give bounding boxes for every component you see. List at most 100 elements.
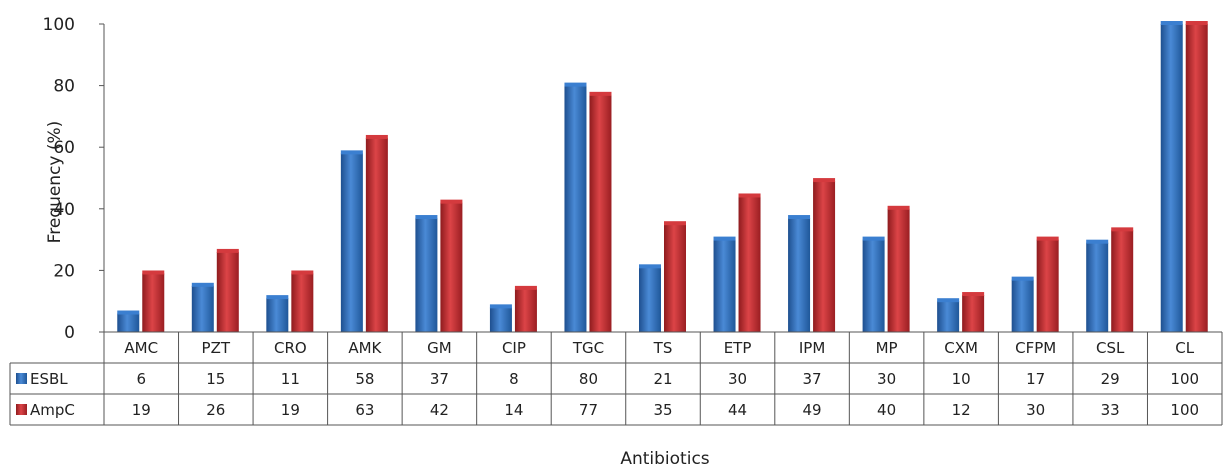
y-tick-label: 0 [64,323,75,343]
bar-top-ampc-etp [738,193,761,198]
legend-swatch-ampc [16,404,27,415]
data-label: 12 [952,401,971,419]
category-label: IPM [799,339,825,357]
bar-ampc-pzt [216,251,239,332]
bar-ampc-cfpm [1036,239,1059,332]
bar-ampc-cl [1185,24,1208,332]
bar-ampc-amc [142,273,165,332]
data-label: 40 [877,401,896,419]
bar-top-ampc-ipm [813,178,836,183]
y-tick-label: 60 [53,138,75,158]
legend-label-esbl: ESBL [30,370,68,388]
category-label: TS [653,339,673,357]
bar-top-ampc-cfpm [1036,236,1059,241]
category-label: CFPM [1015,339,1056,357]
bar-ampc-ipm [813,181,836,332]
bar-esbl-csl [1086,242,1109,332]
category-label: CSL [1096,339,1125,357]
data-label: 49 [803,401,822,419]
bar-ampc-cro [291,273,314,332]
data-label: 11 [281,370,300,388]
bar-top-esbl-etp [713,236,736,241]
bar-ampc-tgc [589,94,612,332]
category-label: CXM [944,339,978,357]
bar-top-esbl-amk [340,150,363,155]
category-label: TGC [572,339,604,357]
bar-top-ampc-amc [142,270,165,275]
data-label: 77 [579,401,598,419]
y-tick-label: 100 [43,15,75,35]
bar-top-esbl-tgc [564,82,587,87]
bar-top-ampc-cip [514,285,537,290]
data-label: 10 [952,370,971,388]
data-label: 100 [1170,370,1199,388]
bars [117,21,1208,332]
bar-top-ampc-ts [664,221,686,226]
data-label: 30 [877,370,896,388]
legend-swatch-esbl [16,373,27,384]
bar-ampc-etp [738,196,761,332]
y-tick-label: 40 [53,200,75,220]
category-label: AMC [124,339,158,357]
data-label: 6 [136,370,146,388]
bar-top-esbl-cxm [937,298,960,303]
bar-top-ampc-amk [365,134,388,139]
data-label: 80 [579,370,598,388]
bar-esbl-etp [713,239,736,332]
bar-esbl-ts [639,267,661,332]
bar-top-esbl-ts [639,264,661,269]
bar-top-ampc-cro [291,270,314,275]
data-label: 30 [728,370,747,388]
bar-top-ampc-csl [1111,227,1134,232]
bar-top-esbl-csl [1086,239,1109,244]
bar-esbl-amk [340,153,363,332]
bar-esbl-cro [266,298,289,332]
bar-ampc-gm [440,202,463,332]
data-label: 8 [509,370,519,388]
bar-esbl-cfpm [1011,279,1034,332]
bar-top-ampc-gm [440,199,463,204]
data-label: 44 [728,401,747,419]
data-label: 37 [803,370,822,388]
bar-top-esbl-mp [862,236,885,241]
y-axis: 0 20 40 60 80 100 [43,15,105,343]
data-label: 42 [430,401,449,419]
data-label: 100 [1170,401,1199,419]
bar-esbl-pzt [191,285,214,332]
bar-ampc-csl [1111,230,1134,332]
bar-esbl-gm [415,218,438,332]
data-label: 29 [1101,370,1120,388]
bar-top-esbl-gm [415,215,438,220]
data-label: 63 [355,401,374,419]
data-label: 15 [206,370,225,388]
bar-top-esbl-ipm [788,215,811,220]
bar-esbl-tgc [564,85,587,332]
legend-label-ampc: AmpC [30,401,75,419]
category-label: MP [876,339,898,357]
bar-top-ampc-pzt [216,248,239,253]
bar-ampc-amk [365,137,388,332]
bar-top-ampc-mp [887,205,910,210]
data-label: 17 [1026,370,1045,388]
bar-esbl-cl [1160,24,1183,332]
bar-top-ampc-cl [1185,21,1208,25]
data-label: 33 [1101,401,1120,419]
category-label: PZT [202,339,231,357]
bar-top-ampc-tgc [589,91,612,96]
category-label: AMK [348,339,382,357]
bar-top-esbl-cfpm [1011,276,1034,281]
category-label: CRO [274,339,307,357]
data-label: 19 [281,401,300,419]
bar-ampc-mp [887,208,910,332]
bar-esbl-cip [489,307,512,332]
data-table: AMC PZT CRO AMK GM CIP TGC TS ETP IPM MP CXM CFPM CSL… [9,331,1223,426]
category-label: ETP [724,339,752,357]
data-label: 21 [653,370,672,388]
data-label: 37 [430,370,449,388]
bar-ampc-cip [514,288,537,332]
category-label: CL [1175,339,1194,357]
data-label: 58 [355,370,374,388]
y-axis-title: Frequency (%) [45,121,65,244]
bar-top-esbl-pzt [191,282,214,287]
